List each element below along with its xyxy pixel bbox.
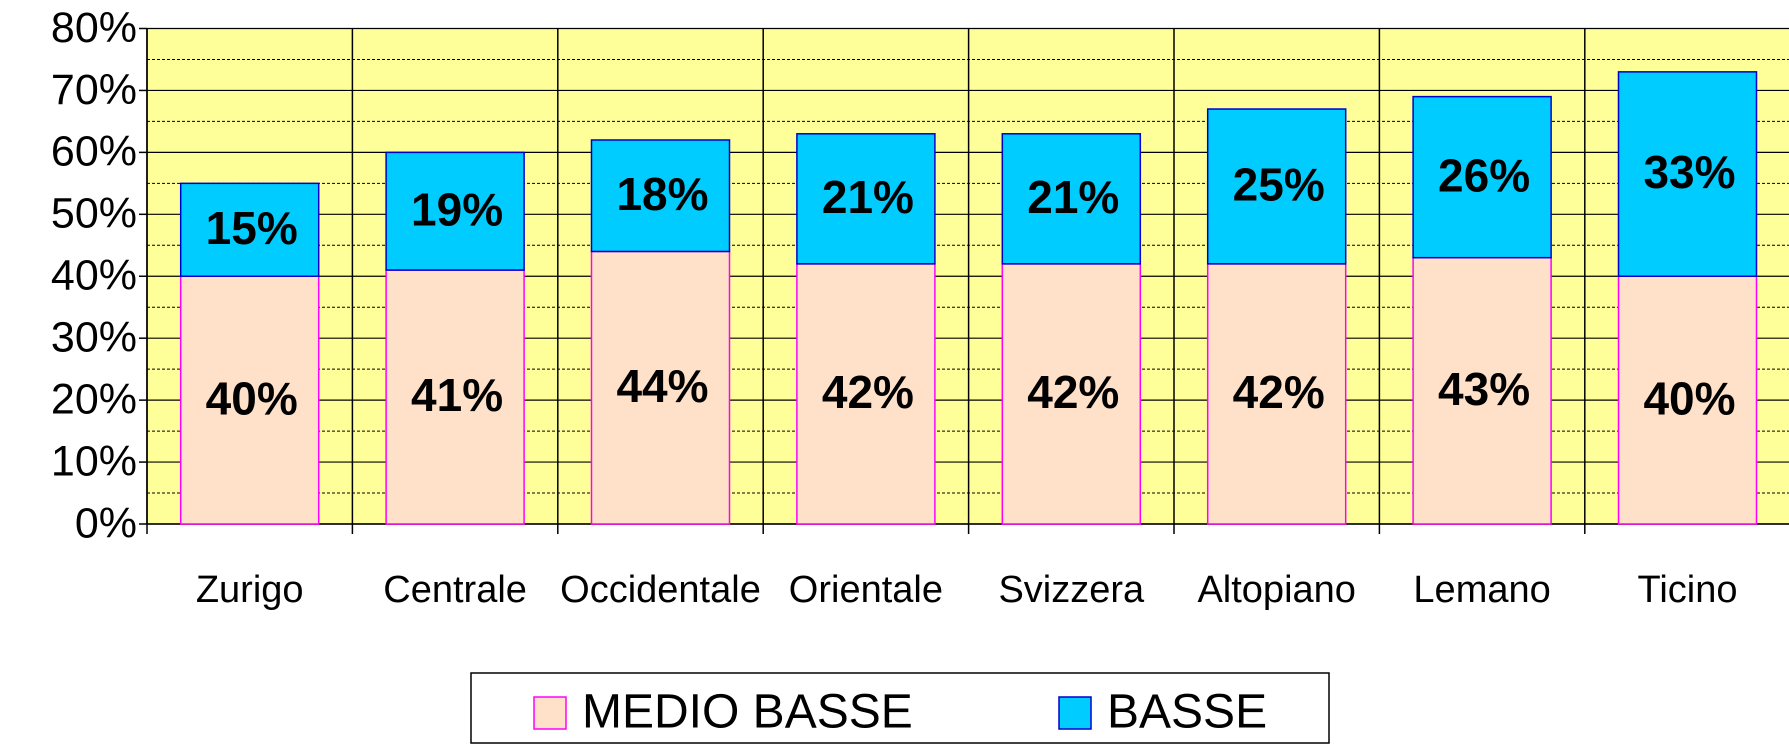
data-label: 26% <box>1438 149 1530 201</box>
y-tick-label: 30% <box>51 314 137 362</box>
bar-segment <box>1617 275 1758 525</box>
legend-label: MEDIO BASSE <box>582 686 913 739</box>
legend-swatch <box>533 696 567 730</box>
x-tick-label: Centrale <box>383 569 527 611</box>
data-label: 19% <box>411 183 503 235</box>
x-tick-label: Svizzera <box>998 569 1145 611</box>
bar-segment <box>1206 263 1347 525</box>
x-tick-label: Ticino <box>1638 569 1738 611</box>
bar-segment <box>590 139 731 253</box>
bar-segment <box>796 133 936 265</box>
bar-segment <box>179 182 320 277</box>
y-tick-label: 70% <box>51 66 137 114</box>
bar-segment <box>1412 256 1552 525</box>
data-label: 18% <box>616 168 708 220</box>
y-tick-label: 10% <box>51 437 137 485</box>
x-tick-label: Altopiano <box>1197 569 1355 611</box>
data-label: 42% <box>1233 366 1325 418</box>
x-tick-label: Orientale <box>789 569 943 611</box>
data-label: 21% <box>822 171 914 223</box>
legend-box <box>470 672 1330 744</box>
data-label: 42% <box>1027 366 1119 418</box>
x-tick-label: Occidentale <box>560 569 761 611</box>
bar-segment <box>1206 108 1347 265</box>
y-tick-label: 80% <box>51 4 137 52</box>
x-tick-label: Zurigo <box>196 569 304 611</box>
data-label: 21% <box>1027 171 1119 223</box>
bar-segment <box>1617 71 1758 277</box>
bar-segment <box>179 275 320 525</box>
legend-label: BASSE <box>1107 686 1267 739</box>
data-label: 40% <box>206 372 298 424</box>
x-tick-label: Lemano <box>1413 569 1550 611</box>
y-tick-label: 0% <box>75 499 137 547</box>
data-label: 44% <box>616 360 708 412</box>
bar-segment <box>1412 95 1552 259</box>
data-label: 15% <box>206 202 298 254</box>
y-tick-label: 20% <box>51 375 137 423</box>
data-label: 43% <box>1438 363 1530 415</box>
bar-segment <box>1001 133 1142 265</box>
y-tick-label: 40% <box>51 252 137 300</box>
bar-segment <box>385 151 525 271</box>
bar-segment <box>590 250 731 525</box>
data-label: 41% <box>411 369 503 421</box>
bar-segment <box>796 263 936 525</box>
data-label: 40% <box>1643 372 1735 424</box>
y-tick-label: 60% <box>51 128 137 176</box>
legend-swatch <box>1058 696 1092 730</box>
bar-segment <box>385 269 525 525</box>
bar-segment <box>1001 263 1142 525</box>
y-tick-label: 50% <box>51 190 137 238</box>
data-label: 33% <box>1643 146 1735 198</box>
data-label: 42% <box>822 366 914 418</box>
data-label: 25% <box>1233 159 1325 211</box>
